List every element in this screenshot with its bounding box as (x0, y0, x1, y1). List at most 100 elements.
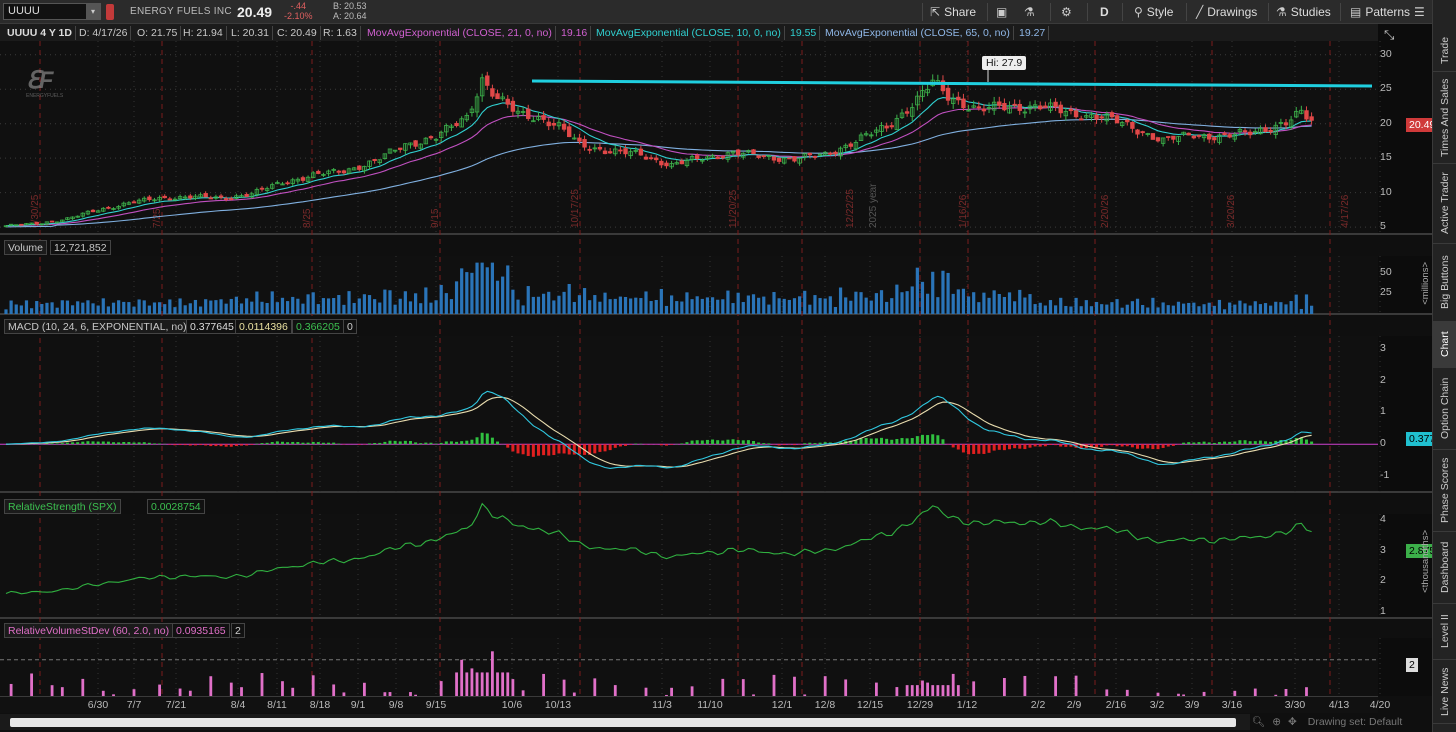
candle-body (413, 140, 418, 147)
candle-body (648, 157, 654, 160)
rv-bar (1054, 676, 1057, 696)
volume-label[interactable]: Volume (4, 240, 48, 255)
candle-body (152, 199, 157, 202)
rv-bar (30, 673, 33, 696)
volume-bar (460, 268, 464, 314)
volume-bar (1207, 302, 1211, 314)
tab-live-news[interactable]: Live News (1433, 660, 1456, 724)
tab-trade[interactable]: Trade (1433, 30, 1456, 72)
tab-chart[interactable]: Chart (1433, 322, 1456, 368)
macd-hist-bar (1269, 441, 1273, 445)
style-button[interactable]: ⚲ Style (1134, 3, 1173, 21)
volume-bar (767, 304, 771, 314)
volume-bar (1048, 300, 1053, 314)
macd-hist-bar (122, 442, 126, 445)
macd-hist-bar (1054, 444, 1058, 446)
pan-icon[interactable]: ✥ (1288, 716, 1297, 728)
share-icon: ⇱ (930, 5, 941, 19)
rv-threshold: 2 (231, 623, 245, 638)
volume-bar (869, 300, 873, 314)
macd-hist-bar (393, 440, 397, 445)
volume-bar (1054, 305, 1058, 314)
macd-hist-bar (577, 444, 581, 455)
rv-bar (332, 684, 336, 696)
x-axis-label: 9/15 (425, 699, 447, 711)
ema21-label[interactable]: MovAvgExponential (CLOSE, 21, 0, no) (364, 26, 556, 40)
volume-bar (255, 291, 259, 314)
ema10-label[interactable]: MovAvgExponential (CLOSE, 10, 0, no) (593, 26, 785, 40)
menu-button[interactable]: ☰ (1414, 3, 1429, 21)
volume-bar (501, 276, 505, 314)
tab-times-and-sales[interactable]: Times And Sales (1433, 72, 1456, 164)
rs-label[interactable]: RelativeStrength (SPX) (4, 499, 121, 514)
alert-flag-icon[interactable] (106, 4, 114, 20)
symbol-input[interactable]: UUUU (3, 3, 101, 20)
tab-dashboard[interactable]: Dashboard (1433, 532, 1456, 604)
macd-hist-bar (245, 444, 249, 446)
horizontal-scrollbar[interactable] (0, 714, 1250, 730)
chart-canvas[interactable]: 6/30/25 7/25 8/25 9/15 10/17/25 11/20/25 12/22… (0, 0, 1432, 714)
scroll-thumb[interactable] (10, 718, 1236, 727)
tab-phase-scores[interactable]: Phase Scores (1433, 450, 1456, 532)
rv-bar (501, 672, 505, 696)
macd-label[interactable]: MACD (10, 24, 6, EXPONENTIAL, no) (4, 319, 191, 334)
vline-date-label: 3/20/26 (1226, 194, 1237, 228)
volume-bar (1182, 303, 1186, 314)
candle-body (792, 156, 797, 162)
volume-bar (1120, 307, 1124, 314)
candle-body (464, 115, 469, 121)
tab-level-ii[interactable]: Level II (1433, 604, 1456, 660)
candle-body (1309, 116, 1314, 121)
drawings-button[interactable]: ╱ Drawings (1196, 3, 1257, 21)
studies-button[interactable]: ⚗ Studies (1276, 3, 1331, 21)
patterns-button[interactable]: ▤ Patterns (1350, 3, 1410, 21)
volume-bar (915, 267, 919, 314)
candle-body (300, 177, 306, 181)
macd-hist-bar (137, 442, 141, 445)
drawing-set-label[interactable]: Drawing set: Default (1307, 716, 1403, 728)
zoom-out-icon[interactable]: 🔍︎ (1252, 716, 1266, 728)
volume-bar (582, 288, 587, 314)
zoom-in-icon[interactable]: ⊕ (1272, 716, 1282, 728)
volume-bar (1069, 306, 1073, 314)
volume-bar (1161, 302, 1165, 314)
macd-hist-bar (1146, 444, 1150, 449)
volume-bar (86, 300, 90, 314)
candle-body (500, 96, 505, 100)
macd-hist-bar (81, 441, 85, 445)
ema65-label[interactable]: MovAvgExponential (CLOSE, 65, 0, no) (822, 26, 1014, 40)
snapshot-button[interactable]: ▣ (996, 3, 1011, 21)
candle-body (1017, 103, 1022, 111)
tab-big-buttons[interactable]: Big Buttons (1433, 244, 1456, 322)
x-axis-label: 9/8 (388, 699, 404, 711)
tab-option-chain[interactable]: Option Chain (1433, 368, 1456, 450)
candle-body (8, 223, 14, 226)
rv-bar (132, 689, 136, 696)
macd-hist-bar (920, 434, 924, 445)
macd-avg: 0.0114396 (235, 319, 292, 334)
macd-hist-bar (199, 444, 203, 446)
last-price-badge: 20.49 (1406, 118, 1439, 132)
flask-button[interactable]: ⚗ (1024, 3, 1039, 21)
period-button[interactable]: D (1100, 5, 1109, 19)
candle-body (623, 148, 628, 155)
chart-title[interactable]: UUUU 4 Y 1D (4, 26, 76, 40)
candle-body (1079, 118, 1084, 121)
candle-body (321, 173, 326, 176)
macd-y-tick: 1 (1380, 405, 1386, 418)
candle-body (838, 147, 843, 157)
candle-body (270, 184, 275, 189)
rv-label[interactable]: RelativeVolumeStDev (60, 2.0, no) (4, 623, 174, 638)
settings-button[interactable]: ⚙ (1061, 3, 1076, 21)
share-button[interactable]: ⇱ Share (930, 3, 976, 21)
macd-hist-bar (96, 441, 100, 445)
macd-hist-bar (383, 441, 387, 445)
symbol-dropdown-icon[interactable]: ▾ (86, 4, 100, 19)
tab-active-trader[interactable]: Active Trader (1433, 164, 1456, 244)
volume-bar (357, 298, 361, 314)
macd-hist-bar (598, 444, 602, 452)
candle-body (515, 110, 521, 114)
macd-hist-bar (1274, 440, 1278, 445)
collapse-icon[interactable]: ⤡ (1384, 27, 1395, 42)
macd-hist-bar (378, 442, 382, 445)
